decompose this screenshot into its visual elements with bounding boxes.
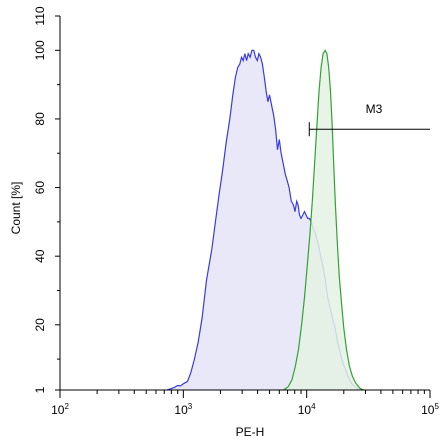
x-tick-label: 104 [298,402,316,417]
series-2-line [283,49,364,391]
y-tick-label: 110 [33,6,47,25]
axes [59,16,430,391]
x-axis-title: PE-H [236,425,265,439]
gate-marker[interactable]: M3 [308,102,430,137]
y-tick-label: 1 [33,386,47,393]
y-tick-label: 80 [33,112,47,126]
x-tick-label: 103 [174,402,192,417]
y-tick-label: 100 [33,40,47,60]
series-2-fill [283,50,364,391]
x-tick-label: 105 [421,402,439,417]
gate-label: M3 [366,102,383,116]
y-axis-title: Count [%] [9,182,23,235]
y-tick-label: 40 [33,249,47,263]
x-ticks: 102 103 104 105 [51,390,439,417]
y-tick-label: 60 [33,181,47,195]
y-ticks: 1 20 40 60 80 100 110 [33,6,60,393]
x-tick-label: 102 [51,402,69,417]
y-tick-label: 20 [33,318,47,332]
plot-series [167,49,364,391]
